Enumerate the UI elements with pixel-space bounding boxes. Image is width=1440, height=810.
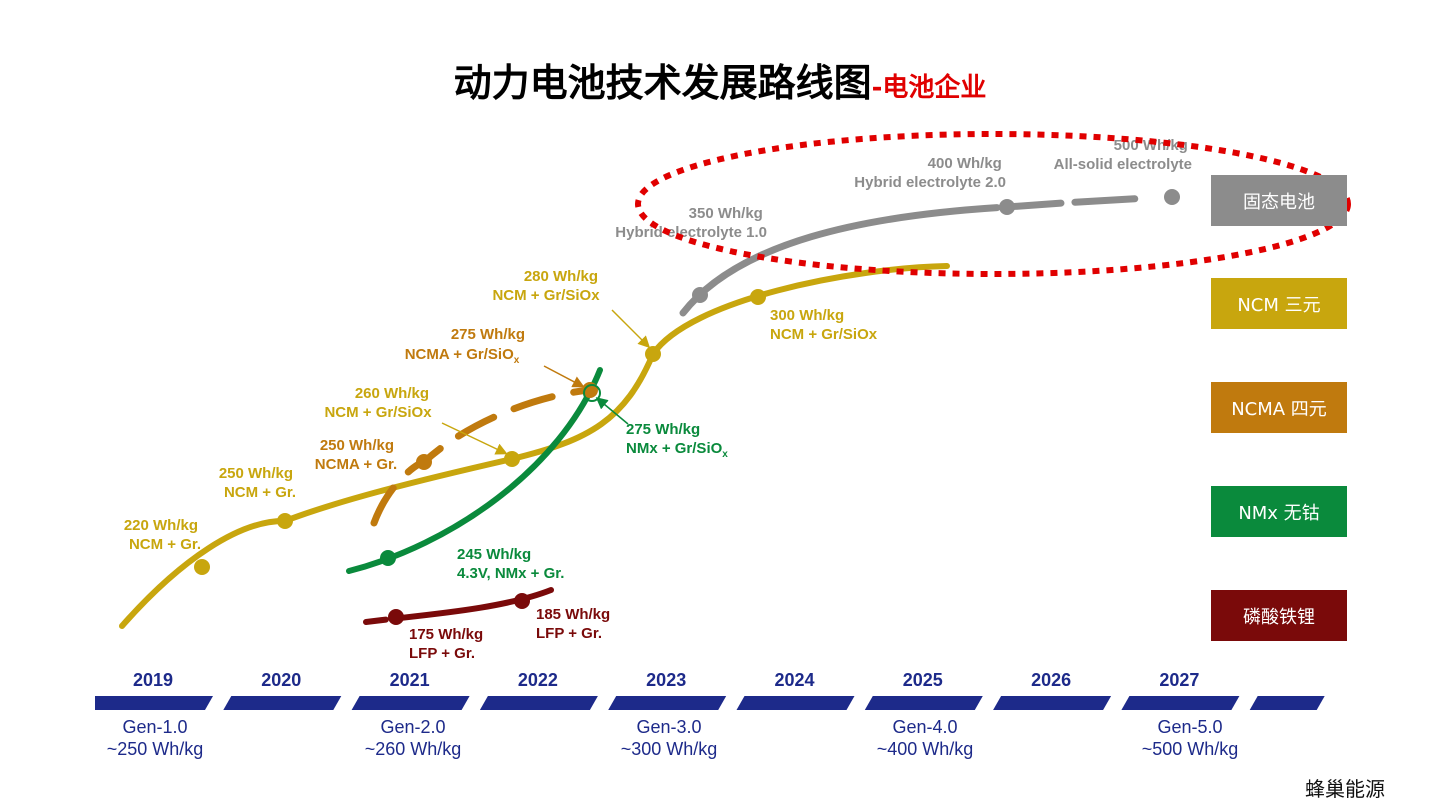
generation-label: Gen-2.0 xyxy=(380,717,445,737)
milestone-dot-ncm-220 xyxy=(194,559,210,575)
generation-energy: ~500 Wh/kg xyxy=(1142,739,1239,759)
generation-label: Gen-5.0 xyxy=(1157,717,1222,737)
timeline: 2019 2020 2021 2022 2023 2024 2025 2026 2027 Gen-… xyxy=(95,670,1325,759)
legend-ncma: NCMA 四元 xyxy=(1211,382,1347,433)
milestone-dot-lfp-175 xyxy=(388,609,404,625)
label-nmx-275: 275 Wh/kg NMx + Gr/SiOx xyxy=(626,421,728,460)
timeline-segment xyxy=(479,696,598,710)
milestone-dot-nmx-275 xyxy=(583,384,601,402)
milestone-dot-ncm-280 xyxy=(645,346,661,362)
timeline-segment xyxy=(1121,696,1240,710)
timeline-year: 2024 xyxy=(774,670,814,690)
timeline-year: 2025 xyxy=(903,670,943,690)
timeline-segment xyxy=(736,696,855,710)
legend-label: NMx 无钴 xyxy=(1238,502,1320,524)
timeline-year: 2026 xyxy=(1031,670,1071,690)
curve-ncma xyxy=(370,386,594,527)
generation-energy: ~260 Wh/kg xyxy=(365,739,462,759)
curve-lfp xyxy=(363,587,554,625)
label-lfp-185: 185 Wh/kg LFP + Gr. xyxy=(536,606,614,642)
title-sub: -电池企业 xyxy=(871,73,987,103)
generation-label: Gen-4.0 xyxy=(892,717,957,737)
generation-label: Gen-1.0 xyxy=(122,717,187,737)
timeline-year: 2023 xyxy=(646,670,686,690)
timeline-year: 2022 xyxy=(518,670,558,690)
label-ncm-300: 300 Wh/kg NCM + Gr/SiOx xyxy=(770,307,878,343)
timeline-segment xyxy=(993,696,1112,710)
arrow-ncm-280 xyxy=(611,309,651,349)
legend-label: 固态电池 xyxy=(1243,191,1315,213)
timeline-segment xyxy=(864,696,983,710)
arrow-ncm-260 xyxy=(441,422,508,455)
legend-ncm: NCM 三元 xyxy=(1211,278,1347,329)
timeline-segment xyxy=(95,696,213,710)
legend-lfp: 磷酸铁锂 xyxy=(1211,590,1347,641)
legend-label: NCMA 四元 xyxy=(1231,398,1327,420)
label-ncm-250: 250 Wh/kg NCM + Gr. xyxy=(219,465,297,501)
label-ss-350: 350 Wh/kg Hybrid electrolyte 1.0 xyxy=(615,205,767,241)
timeline-segment xyxy=(223,696,342,710)
label-ncma-250: 250 Wh/kg NCMA + Gr. xyxy=(315,437,398,473)
timeline-year: 2020 xyxy=(261,670,301,690)
label-ss-500: 500 Wh/kg All-solid electrolyte xyxy=(1054,137,1192,173)
page-title: 动力电池技术发展路线图-电池企业 xyxy=(0,52,1440,107)
timeline-year: 2019 xyxy=(133,670,173,690)
generation-energy: ~400 Wh/kg xyxy=(877,739,974,759)
generation-energy: ~300 Wh/kg xyxy=(621,739,718,759)
milestone-dot-nmx-245 xyxy=(380,550,396,566)
legend-nmx: NMx 无钴 xyxy=(1211,486,1347,537)
milestone-dot-ncma-250 xyxy=(416,454,432,470)
arrow-ncma-275 xyxy=(543,365,585,388)
milestone-dot-lfp-185 xyxy=(514,593,530,609)
title-main: 动力电池技术发展路线图 xyxy=(453,61,872,105)
label-lfp-175: 175 Wh/kg LFP + Gr. xyxy=(409,626,487,662)
legend-solid-state: 固态电池 xyxy=(1211,175,1347,226)
milestone-dot-ss-500 xyxy=(1164,189,1180,205)
timeline-segment xyxy=(608,696,727,710)
legend-label: NCM 三元 xyxy=(1237,294,1321,316)
highlight-ellipse xyxy=(635,131,1351,277)
generation-energy: ~250 Wh/kg xyxy=(107,739,204,759)
legend-label: 磷酸铁锂 xyxy=(1243,606,1315,628)
timeline-segment xyxy=(351,696,470,710)
label-ncm-260: 260 Wh/kg NCM + Gr/SiOx xyxy=(324,385,433,421)
timeline-year: 2027 xyxy=(1159,670,1199,690)
milestone-dot-ncm-250 xyxy=(277,513,293,529)
label-ncm-220: 220 Wh/kg NCM + Gr. xyxy=(124,517,202,553)
generation-label: Gen-3.0 xyxy=(636,717,701,737)
milestone-dot-ncm-260 xyxy=(504,451,520,467)
arrow-nmx-275 xyxy=(595,397,629,425)
milestone-dot-ncm-300 xyxy=(750,289,766,305)
milestone-dot-ss-400 xyxy=(999,199,1015,215)
label-ncm-280: 280 Wh/kg NCM + Gr/SiOx xyxy=(492,268,602,304)
curve-solid-state xyxy=(679,193,1202,317)
label-ncma-275: 275 Wh/kg NCMA + Gr/SiOx xyxy=(405,326,529,366)
label-ss-400: 400 Wh/kg Hybrid electrolyte 2.0 xyxy=(854,155,1006,191)
milestone-dot-ss-350 xyxy=(692,287,708,303)
timeline-year: 2021 xyxy=(390,670,430,690)
label-nmx-245: 245 Wh/kg 4.3V, NMx + Gr. xyxy=(457,546,564,582)
timeline-segment xyxy=(1249,696,1325,710)
footer-source: 蜂巢能源 xyxy=(1305,777,1385,801)
